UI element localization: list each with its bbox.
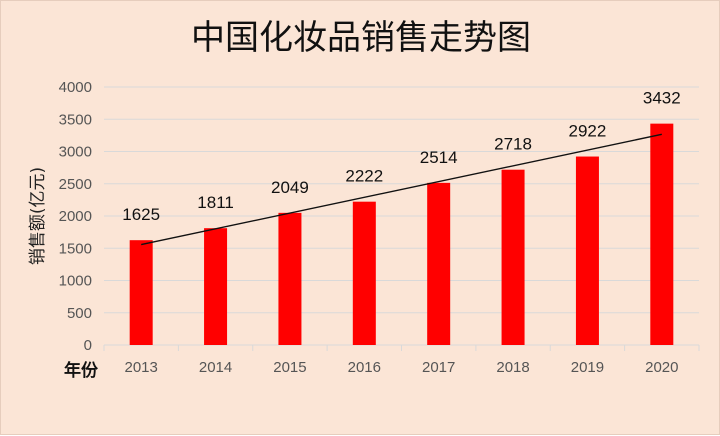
trendline-path: [141, 133, 662, 246]
y-tick-label: 500: [67, 305, 92, 322]
y-tick-label: 1500: [59, 240, 92, 257]
data-label: 1625: [122, 205, 160, 224]
bar: [278, 212, 302, 345]
y-tick-label: 1000: [59, 273, 92, 290]
bar: [204, 228, 228, 345]
y-tick-label: 4000: [59, 79, 92, 96]
chart-title: 中国化妆品销售走势图: [191, 18, 531, 58]
data-label: 2049: [271, 178, 309, 197]
grid-lines: [104, 86, 699, 346]
y-tick-label: 2500: [59, 176, 92, 193]
x-tick-label: 2013: [125, 359, 158, 376]
trendline: [141, 133, 662, 246]
bar: [352, 201, 376, 345]
bar: [501, 169, 525, 345]
data-label: 1811: [197, 193, 234, 212]
y-axis-ticks: 0 500 1000 1500 2000 2500 3000 3500 4000: [59, 79, 92, 354]
x-tick-label: 2016: [348, 359, 381, 376]
y-tick-label: 2000: [59, 208, 92, 225]
x-axis-ticks: 2013 2014 2015 2016 2017 2018 2019 2020: [103, 345, 700, 376]
y-axis-label: 销售额(亿元): [28, 167, 48, 265]
bar: [427, 182, 451, 345]
bars: [129, 123, 674, 345]
bar: [575, 156, 599, 345]
data-labels: 1625 1811 2049 2222 2514 2718 2922 3432: [122, 89, 680, 225]
data-label: 3432: [643, 89, 681, 108]
y-tick-label: 0: [84, 337, 92, 354]
y-tick-label: 3500: [59, 111, 92, 128]
x-tick-label: 2020: [645, 359, 678, 376]
x-tick-label: 2018: [496, 359, 529, 376]
y-tick-label: 3000: [59, 144, 92, 161]
data-label: 2922: [569, 122, 607, 141]
x-tick-label: 2014: [199, 359, 232, 376]
data-label: 2514: [420, 148, 458, 167]
bar: [129, 240, 153, 345]
x-tick-label: 2015: [273, 359, 306, 376]
data-label: 2222: [345, 167, 383, 186]
data-label: 2718: [494, 135, 532, 154]
bar: [650, 123, 674, 345]
x-tick-label: 2019: [571, 359, 604, 376]
x-tick-label: 2017: [422, 359, 455, 376]
x-axis-label: 年份: [64, 360, 99, 381]
